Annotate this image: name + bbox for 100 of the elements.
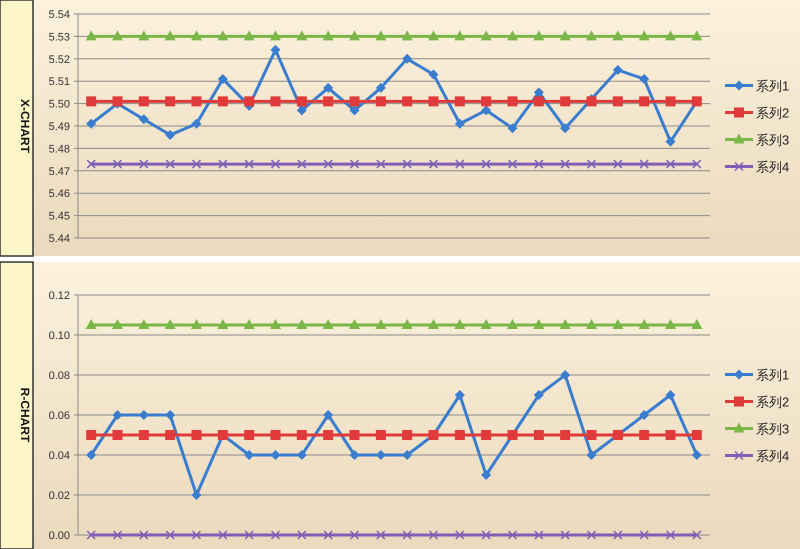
point	[692, 430, 702, 440]
point	[270, 319, 281, 329]
point	[296, 105, 307, 116]
y-tick-label: 0.00	[48, 530, 70, 542]
point	[112, 430, 122, 440]
y-tick-label: 5.54	[48, 9, 70, 21]
point	[297, 530, 307, 540]
point	[454, 96, 465, 106]
y-tick-label: 5.51	[48, 76, 70, 88]
point	[428, 530, 438, 540]
y-tick-label: 5.46	[48, 188, 70, 200]
legend-label: 系列2	[756, 106, 790, 120]
point	[692, 159, 702, 169]
point	[86, 430, 96, 440]
point	[86, 118, 96, 129]
point	[376, 430, 386, 440]
point	[428, 69, 438, 80]
point	[638, 319, 650, 329]
point	[560, 123, 570, 134]
point	[164, 319, 176, 329]
point	[560, 96, 570, 106]
point	[218, 96, 228, 106]
point	[376, 159, 386, 169]
point	[112, 410, 122, 420]
point	[639, 410, 650, 420]
point	[244, 30, 255, 40]
point	[323, 430, 334, 440]
point	[533, 319, 544, 329]
y-tick-label: 0.10	[48, 330, 70, 342]
point	[192, 530, 202, 540]
point	[612, 30, 624, 40]
point	[507, 30, 518, 40]
point	[244, 450, 254, 460]
point	[454, 118, 465, 129]
y-tick-label: 5.44	[48, 233, 70, 245]
point	[112, 96, 122, 106]
point	[270, 530, 280, 540]
point	[455, 159, 465, 169]
point	[402, 30, 413, 40]
point	[296, 430, 307, 440]
point	[560, 430, 570, 440]
point	[508, 530, 518, 540]
point	[270, 96, 280, 106]
point	[481, 470, 492, 480]
point	[481, 159, 491, 169]
point	[86, 450, 96, 460]
point	[665, 319, 676, 329]
point	[666, 96, 676, 106]
point	[165, 430, 176, 440]
point	[402, 450, 412, 460]
point	[560, 319, 571, 329]
point	[192, 159, 202, 169]
point	[191, 30, 202, 40]
point	[376, 530, 386, 540]
point	[586, 450, 596, 460]
point	[112, 30, 123, 40]
point	[350, 96, 360, 106]
point	[376, 450, 386, 460]
point	[244, 530, 254, 540]
point	[586, 319, 597, 329]
point	[534, 390, 544, 400]
point	[323, 530, 333, 540]
point	[534, 530, 544, 540]
point	[217, 30, 228, 40]
point	[402, 319, 413, 329]
point	[638, 30, 650, 40]
point	[560, 159, 570, 169]
point	[322, 30, 334, 40]
point	[375, 319, 386, 329]
point	[586, 30, 597, 40]
legend-label: 系列1	[756, 78, 790, 94]
point	[191, 319, 202, 329]
point	[402, 430, 412, 440]
point	[244, 430, 254, 440]
point	[349, 319, 360, 329]
point	[323, 96, 334, 106]
point	[270, 44, 280, 55]
point	[666, 530, 676, 540]
point	[192, 430, 202, 440]
y-axis-title: R-CHART	[18, 388, 32, 443]
point	[586, 530, 596, 540]
point	[666, 430, 676, 440]
point	[112, 530, 122, 540]
legend-label: 系列4	[756, 160, 790, 174]
point	[428, 96, 438, 106]
point	[612, 319, 624, 329]
point	[639, 530, 649, 540]
y-axis-title: X-CHART	[18, 99, 32, 154]
point	[138, 114, 149, 124]
point	[639, 96, 650, 106]
point	[428, 319, 439, 329]
point	[586, 159, 596, 169]
point	[533, 30, 544, 40]
point	[138, 430, 149, 440]
point	[86, 159, 96, 169]
point	[296, 96, 307, 106]
point	[534, 87, 544, 98]
point	[323, 82, 334, 93]
point	[613, 159, 623, 169]
point	[323, 410, 334, 420]
